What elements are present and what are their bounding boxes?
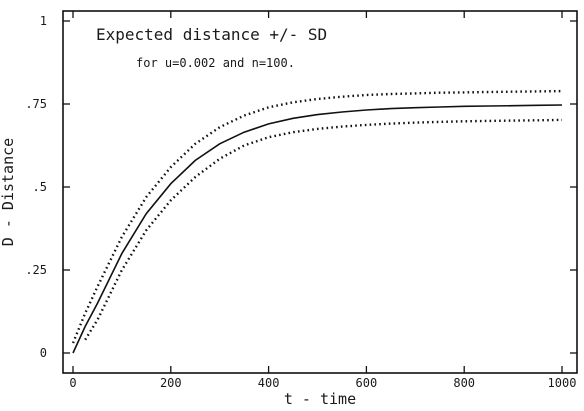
y-axis-title: D - Distance — [0, 138, 17, 246]
x-tick-label: 800 — [453, 376, 475, 390]
y-tick-label: .75 — [25, 97, 47, 111]
x-tick-label: 0 — [69, 376, 76, 390]
y-axis-ticks: 0 .25 .5 .75 1 — [25, 14, 577, 360]
x-tick-label: 400 — [258, 376, 280, 390]
x-tick-label: 1000 — [548, 376, 577, 390]
series-group — [71, 89, 563, 354]
y-tick-label: .25 — [25, 263, 47, 277]
series-line-mean — [72, 104, 563, 354]
x-tick-label: 600 — [356, 376, 378, 390]
x-tick-label: 200 — [160, 376, 182, 390]
plot-frame — [62, 10, 578, 374]
x-axis-ticks: 0 200 400 600 800 1000 — [69, 11, 576, 390]
y-tick-label: .5 — [33, 180, 47, 194]
x-axis-title: t - time — [284, 390, 356, 408]
y-tick-label: 0 — [40, 346, 47, 360]
series-line-upper-sd — [71, 89, 563, 344]
annotation-title: Expected distance +/- SD — [96, 25, 327, 44]
series-line-lower-sd — [84, 118, 563, 341]
annotation-subtitle: for u=0.002 and n=100. — [136, 56, 295, 70]
y-tick-label: 1 — [40, 14, 47, 28]
